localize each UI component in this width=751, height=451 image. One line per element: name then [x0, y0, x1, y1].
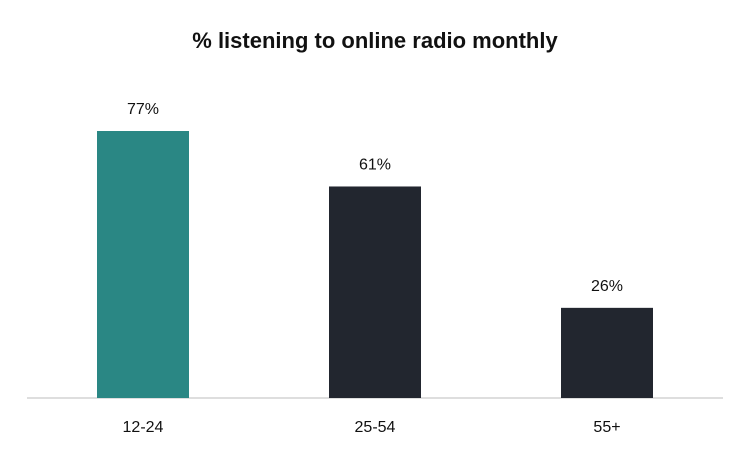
value-label: 61% — [359, 157, 391, 174]
bar — [561, 307, 653, 398]
value-label: 26% — [591, 278, 623, 295]
value-label: 77% — [127, 101, 159, 118]
x-tick-label: 12-24 — [123, 419, 164, 436]
bar — [329, 186, 421, 398]
x-tick-label: 55+ — [593, 419, 620, 436]
chart-title: % listening to online radio monthly — [192, 28, 558, 53]
bar — [97, 131, 189, 398]
x-tick-label: 25-54 — [355, 419, 396, 436]
